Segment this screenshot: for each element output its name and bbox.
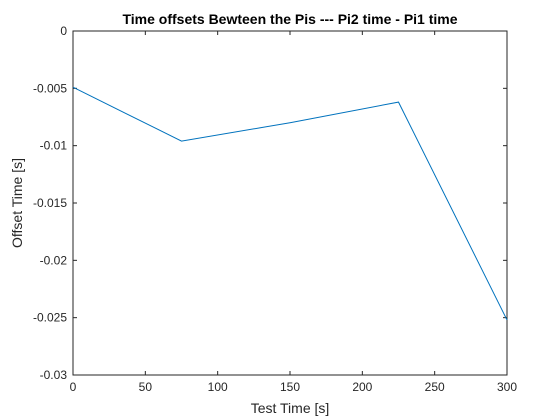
y-axis: 0 -0.005 -0.01 -0.015 -0.02 -0.025 -0.03 [33,24,507,382]
y-tick-label: -0.02 [40,253,68,267]
chart-title: Time offsets Bewteen the Pis --- Pi2 tim… [122,11,457,27]
y-tick-label: -0.025 [33,311,67,325]
x-tick-label: 50 [139,380,153,394]
x-axis: 0 50 100 150 200 250 300 [70,31,517,394]
x-tick-label: 200 [352,380,372,394]
y-tick-label: -0.03 [40,368,68,382]
y-tick-label: -0.01 [40,139,68,153]
y-tick-label: -0.005 [33,81,67,95]
series-line [72,86,508,321]
x-axis-label: Test Time [s] [251,400,330,416]
x-tick-label: 300 [497,380,517,394]
x-tick-label: 250 [425,380,445,394]
y-tick-label: 0 [60,24,67,38]
y-tick-label: -0.015 [33,196,67,210]
plot-frame [72,30,508,376]
series-layer [72,86,508,321]
plot-area [72,30,508,376]
x-tick-label: 100 [208,380,228,394]
x-tick-label: 150 [280,380,300,394]
y-axis-label: Offset Time [s] [9,158,25,248]
x-tick-label: 0 [70,380,77,394]
